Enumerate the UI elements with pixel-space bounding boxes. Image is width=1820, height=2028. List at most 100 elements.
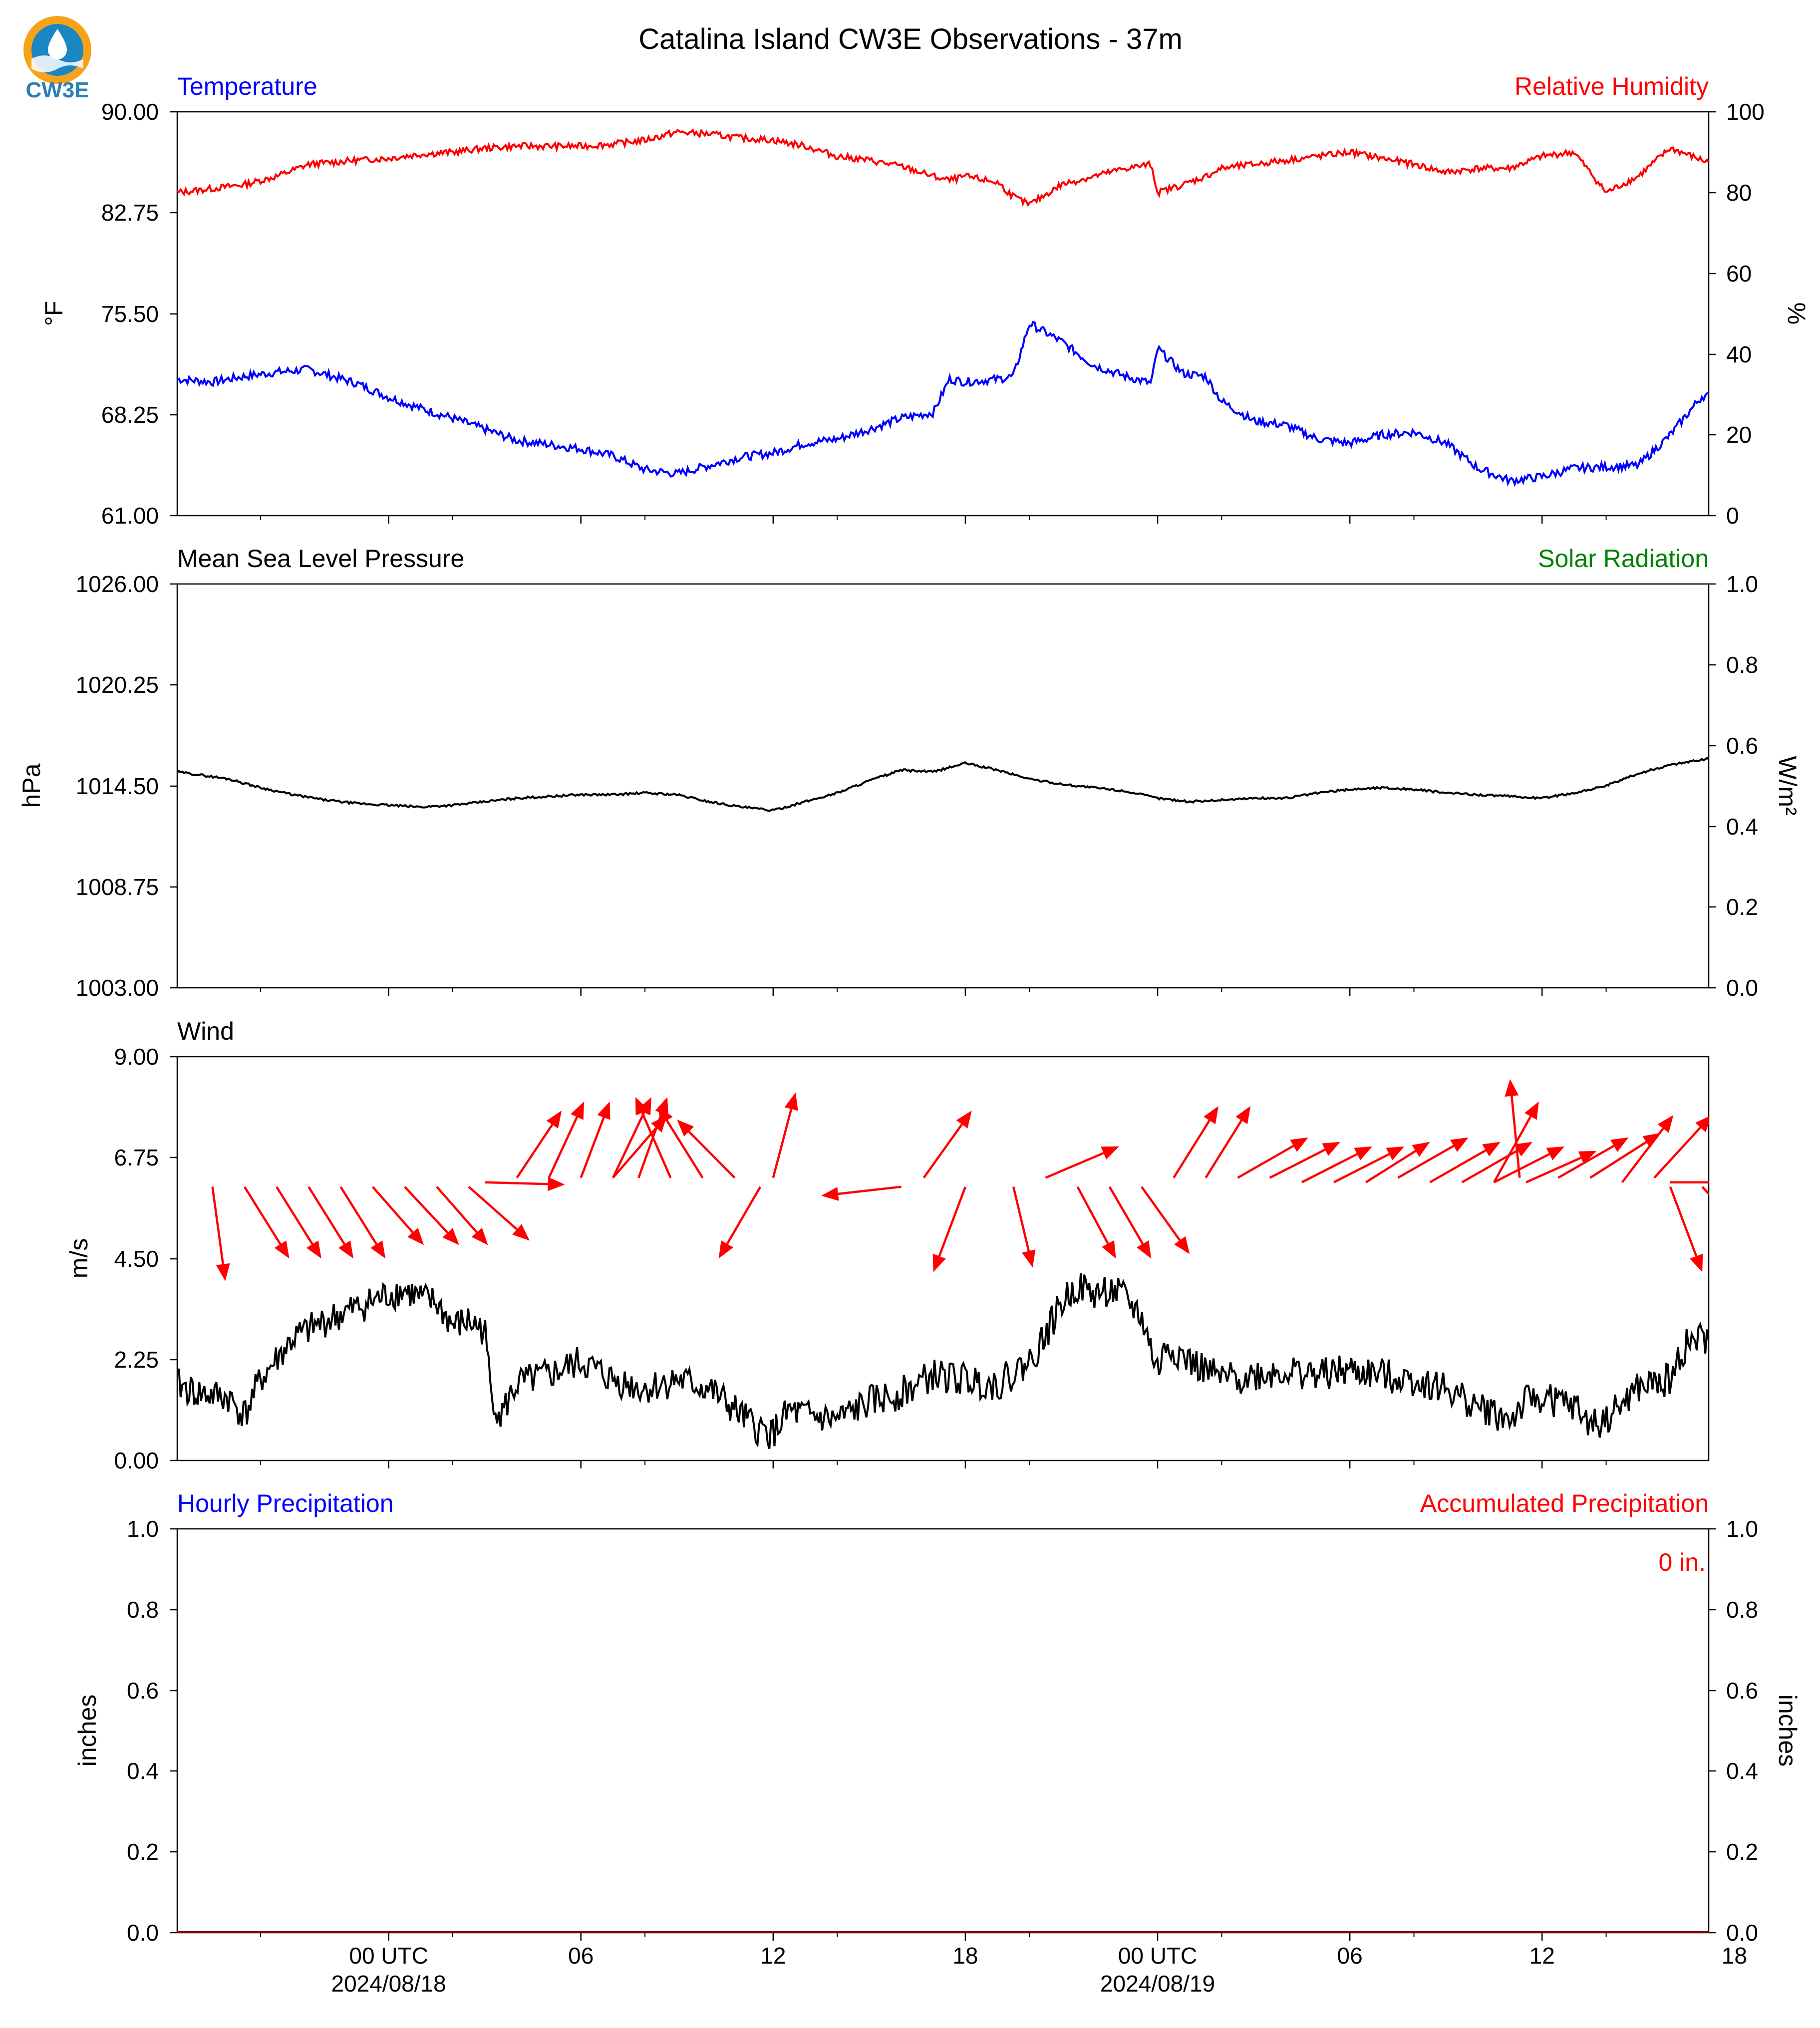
water-drop-icon	[48, 29, 67, 59]
hourly-precip-label: Hourly Precipitation	[177, 1489, 394, 1517]
wind-arrow	[1076, 1186, 1116, 1259]
panel-temperature-humidity: Temperature Relative Humidity °F % 61.00…	[40, 72, 1811, 529]
wind-arrow	[1397, 1137, 1469, 1179]
y2-tick-label: 0	[1726, 503, 1739, 529]
wind-arrow	[635, 1097, 672, 1178]
panel-pressure-solar: Mean Sea Level Pressure Solar Radiation …	[17, 545, 1802, 1001]
y2-tick-label: 40	[1726, 341, 1752, 367]
wind-arrow	[718, 1186, 762, 1259]
wind-arrow	[657, 1106, 704, 1178]
x-tick-label: 06	[1337, 1943, 1363, 1969]
wind-arrow	[1670, 1181, 1709, 1183]
wind-arrow	[307, 1186, 354, 1259]
panel1-x-ticks	[260, 516, 1607, 524]
y-tick-label: 1026.00	[76, 571, 159, 597]
y-tick-label: 1014.50	[76, 773, 159, 799]
y-tick-label: 0.6	[127, 1678, 159, 1704]
wind-arrow	[1108, 1186, 1152, 1259]
wind-direction-arrows	[211, 1079, 1792, 1281]
panel-precipitation: Hourly Precipitation Accumulated Precipi…	[73, 1489, 1802, 1997]
y2-tick-label: 0.6	[1726, 733, 1758, 759]
wind-arrow	[1301, 1146, 1373, 1183]
y2-tick-label: 0.0	[1726, 975, 1758, 1001]
y2-tick-label: 80	[1726, 180, 1752, 206]
wind-arrow	[1505, 1079, 1521, 1178]
humidity-label: Relative Humidity	[1515, 72, 1709, 100]
wind-arrow	[580, 1101, 610, 1178]
x-tick-label: 00 UTC	[1118, 1943, 1197, 1969]
y-tick-label: 4.50	[114, 1246, 159, 1272]
y-tick-label: 0.8	[127, 1597, 159, 1623]
solar-tick-labels: 0.0 0.2 0.4 0.6 0.8 1.0	[1726, 571, 1758, 1001]
y-tick-label: 75.50	[101, 301, 159, 327]
accum-precip-total: 0 in.	[1658, 1548, 1706, 1576]
x-tick-label: 00 UTC	[349, 1943, 428, 1969]
y2-tick-label: 0.4	[1726, 814, 1758, 840]
temperature-label: Temperature	[177, 72, 317, 100]
accum-tick-labels: 0.0 0.2 0.4 0.6 0.8 1.0	[1726, 1516, 1758, 1946]
wind-arrow	[677, 1119, 736, 1179]
y-tick-label: 61.00	[101, 503, 159, 529]
wind-arrow	[1429, 1142, 1501, 1183]
x-tick-label: 12	[760, 1943, 786, 1969]
wind-arrow	[1173, 1106, 1218, 1178]
temperature-tick-labels: 61.00 68.25 75.50 82.75 90.00	[101, 99, 159, 529]
pressure-label: Mean Sea Level Pressure	[177, 545, 464, 573]
x-tick-label: 06	[568, 1943, 594, 1969]
hourly-precip-unit: inches	[73, 1695, 101, 1767]
y-tick-label: 1008.75	[76, 874, 159, 900]
wind-arrow	[468, 1185, 530, 1241]
wind-arrow	[821, 1185, 902, 1201]
wind-arrow	[1734, 1187, 1792, 1250]
x-tick-label: 18	[1722, 1943, 1747, 1969]
y-tick-label: 68.25	[101, 402, 159, 428]
wind-unit: m/s	[65, 1238, 93, 1279]
precip-tick-labels: 0.0 0.2 0.4 0.6 0.8 1.0	[127, 1516, 159, 1946]
y2-tick-label: 20	[1726, 422, 1752, 448]
temperature-unit: °F	[40, 301, 68, 326]
panel2-x-ticks	[260, 988, 1607, 996]
y-tick-label: 0.00	[114, 1448, 159, 1473]
y-tick-label: 0.0	[127, 1920, 159, 1946]
panel-frame	[176, 1528, 1710, 1934]
panel-frame	[176, 583, 1710, 989]
pressure-tick-labels: 1003.00 1008.75 1014.50 1020.25 1026.00	[76, 571, 159, 1001]
panel1-ticks	[170, 111, 1716, 517]
cw3e-logo: CW3E	[23, 16, 91, 102]
y2-tick-label: 0.6	[1726, 1678, 1758, 1704]
wind-arrow	[548, 1101, 585, 1178]
y-tick-label: 6.75	[114, 1145, 159, 1170]
panel-wind: Wind m/s 0.00 2.25 4.50 6.75 9.00	[65, 1017, 1792, 1473]
y2-tick-label: 60	[1726, 261, 1752, 287]
x-tick-label: 12	[1529, 1943, 1555, 1969]
y2-tick-label: 0.8	[1726, 1597, 1758, 1623]
accum-precip-unit: inches	[1774, 1695, 1802, 1767]
wind-arrow	[1045, 1146, 1120, 1179]
panel3-ticks	[170, 1056, 177, 1461]
y-tick-label: 9.00	[114, 1044, 159, 1070]
y2-tick-label: 1.0	[1726, 571, 1758, 597]
wind-arrow	[1557, 1137, 1629, 1179]
accum-precip-label: Accumulated Precipitation	[1420, 1489, 1709, 1517]
solar-label: Solar Radiation	[1538, 545, 1709, 573]
wind-arrow	[1333, 1146, 1405, 1183]
panel4-x-ticks	[260, 1933, 1607, 1941]
y-tick-label: 90.00	[101, 99, 159, 125]
wind-arrow	[1141, 1186, 1190, 1254]
y2-tick-label: 0.2	[1726, 1839, 1758, 1865]
y-tick-label: 82.75	[101, 200, 159, 226]
wind-arrow	[1365, 1142, 1430, 1183]
wind-arrow	[1237, 1137, 1308, 1179]
logo-waves	[31, 55, 83, 72]
wind-arrow	[211, 1186, 230, 1281]
wind-arrow	[932, 1186, 967, 1272]
y2-tick-label: 100	[1726, 99, 1765, 125]
wind-speed-line	[177, 1273, 1709, 1449]
solar-unit: W/m²	[1774, 756, 1802, 815]
temperature-line	[177, 320, 1709, 487]
wind-arrow	[1525, 1151, 1597, 1183]
wind-arrow	[612, 1115, 668, 1179]
wind-arrow	[404, 1186, 459, 1245]
